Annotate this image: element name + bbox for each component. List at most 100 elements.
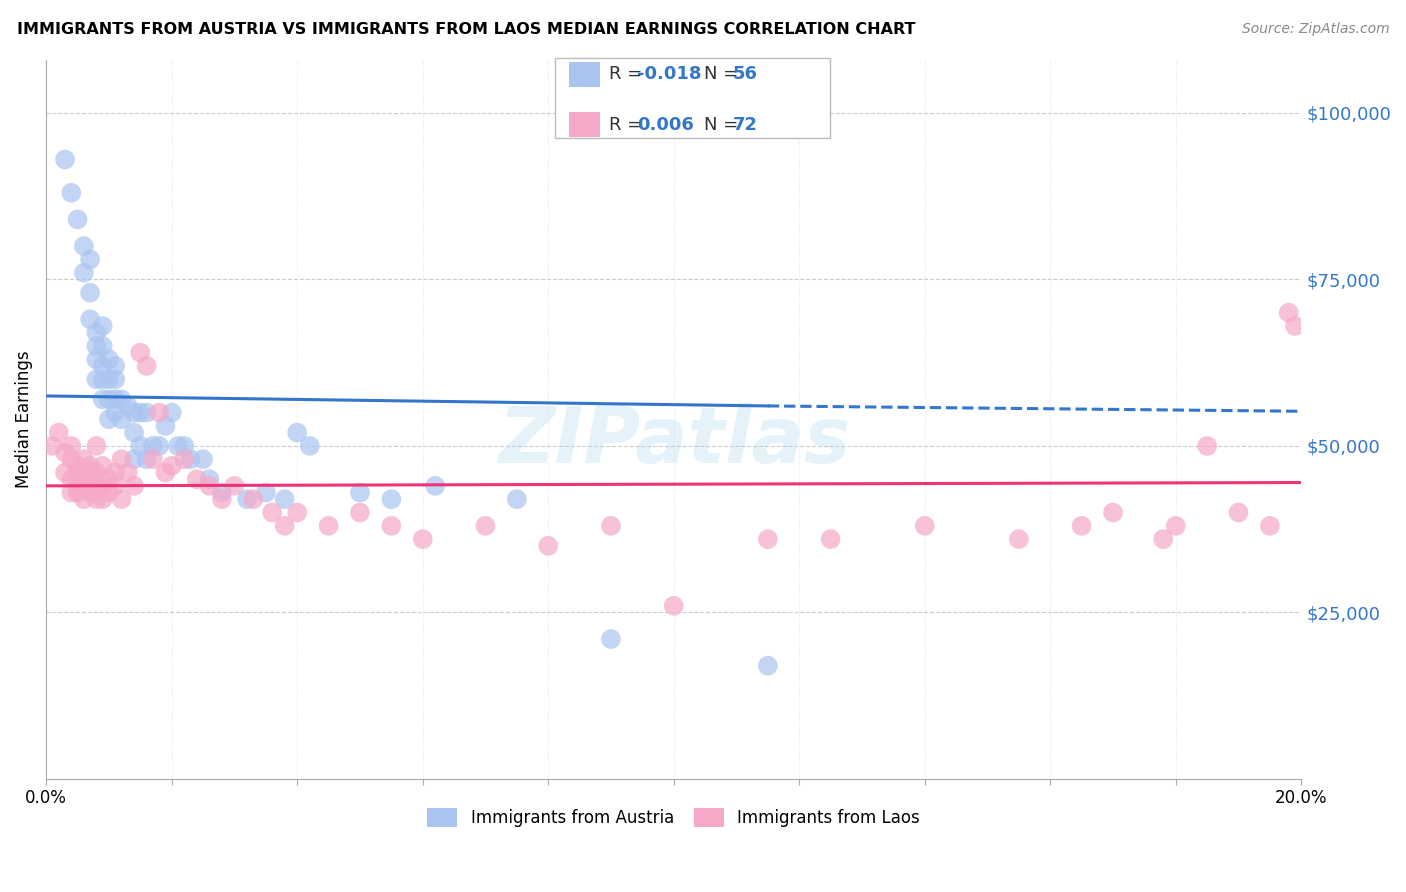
Point — [273, 518, 295, 533]
Point — [756, 532, 779, 546]
Point — [104, 479, 127, 493]
Point — [1197, 439, 1219, 453]
Point — [1164, 518, 1187, 533]
Point — [79, 485, 101, 500]
Point — [41, 439, 63, 453]
Point — [53, 466, 76, 480]
Point — [135, 359, 157, 373]
Text: 0.006: 0.006 — [637, 116, 693, 134]
Point — [86, 372, 108, 386]
Point — [79, 479, 101, 493]
Point — [53, 153, 76, 167]
Point — [186, 472, 208, 486]
Point — [1227, 506, 1250, 520]
Point — [211, 485, 233, 500]
Point — [262, 506, 284, 520]
Point — [1284, 318, 1306, 333]
Text: N =: N = — [704, 65, 744, 83]
Point — [66, 466, 89, 480]
Point — [180, 452, 202, 467]
Point — [506, 492, 529, 507]
Point — [155, 466, 177, 480]
Text: ZIPatlas: ZIPatlas — [498, 403, 849, 479]
Point — [73, 466, 96, 480]
Point — [474, 518, 496, 533]
Point — [91, 359, 114, 373]
Point — [224, 479, 246, 493]
Point — [97, 412, 120, 426]
Point — [73, 452, 96, 467]
Point — [285, 506, 308, 520]
Point — [66, 479, 89, 493]
Point — [60, 439, 83, 453]
Point — [155, 418, 177, 433]
Y-axis label: Median Earnings: Median Earnings — [15, 351, 32, 488]
Point — [142, 452, 165, 467]
Point — [1258, 518, 1281, 533]
Point — [662, 599, 685, 613]
Point — [167, 439, 190, 453]
Point — [122, 406, 145, 420]
Point — [104, 359, 127, 373]
Point — [160, 458, 183, 473]
Point — [104, 466, 127, 480]
Point — [97, 392, 120, 407]
Point — [129, 406, 152, 420]
Point — [79, 466, 101, 480]
Legend: Immigrants from Austria, Immigrants from Laos: Immigrants from Austria, Immigrants from… — [419, 799, 928, 835]
Text: Source: ZipAtlas.com: Source: ZipAtlas.com — [1241, 22, 1389, 37]
Point — [73, 266, 96, 280]
Point — [1278, 306, 1301, 320]
Text: IMMIGRANTS FROM AUSTRIA VS IMMIGRANTS FROM LAOS MEDIAN EARNINGS CORRELATION CHAR: IMMIGRANTS FROM AUSTRIA VS IMMIGRANTS FR… — [17, 22, 915, 37]
Point — [73, 492, 96, 507]
Point — [349, 506, 371, 520]
Text: 56: 56 — [733, 65, 758, 83]
Point — [298, 439, 321, 453]
Point — [79, 472, 101, 486]
Point — [97, 372, 120, 386]
Point — [73, 239, 96, 253]
Point — [173, 452, 195, 467]
Point — [198, 472, 221, 486]
Point — [104, 392, 127, 407]
Point — [91, 479, 114, 493]
Point — [198, 479, 221, 493]
Point — [122, 479, 145, 493]
Point — [91, 392, 114, 407]
Point — [86, 339, 108, 353]
Text: -0.018: -0.018 — [637, 65, 702, 83]
Point — [97, 472, 120, 486]
Point — [236, 492, 259, 507]
Point — [129, 439, 152, 453]
Point — [380, 492, 402, 507]
Text: 72: 72 — [733, 116, 758, 134]
Point — [135, 452, 157, 467]
Point — [86, 466, 108, 480]
Point — [273, 492, 295, 507]
Point — [1008, 532, 1031, 546]
Point — [254, 485, 277, 500]
Point — [211, 492, 233, 507]
Point — [122, 452, 145, 467]
Point — [66, 458, 89, 473]
Point — [97, 352, 120, 367]
Point — [53, 445, 76, 459]
Point — [600, 518, 623, 533]
Point — [349, 485, 371, 500]
Point — [117, 466, 139, 480]
Point — [66, 485, 89, 500]
Point — [79, 458, 101, 473]
Point — [60, 186, 83, 200]
Text: R =: R = — [609, 116, 648, 134]
Point — [173, 439, 195, 453]
Point — [756, 658, 779, 673]
Point — [60, 472, 83, 486]
Point — [86, 492, 108, 507]
Point — [412, 532, 434, 546]
Point — [86, 439, 108, 453]
Point — [122, 425, 145, 440]
Point — [537, 539, 560, 553]
Point — [79, 285, 101, 300]
Point — [135, 406, 157, 420]
Point — [86, 352, 108, 367]
